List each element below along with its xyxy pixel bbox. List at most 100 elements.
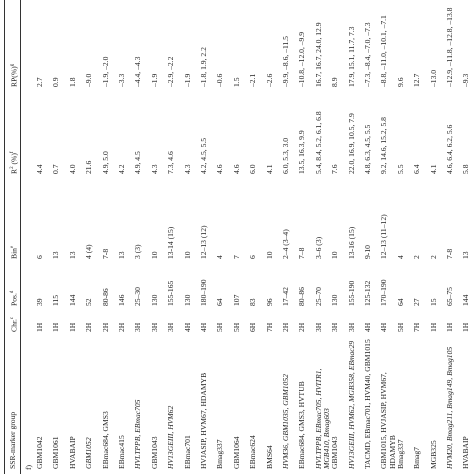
header-r2-sup: f: [10, 151, 15, 154]
table-cell-pos: 146: [117, 294, 126, 306]
table-cell-marker: MGB325: [428, 440, 438, 469]
table-cell-chr: 4H: [363, 322, 372, 332]
table-cell-marker: GBM1052: [84, 437, 94, 469]
table-cell-marker: EBmac684, GMS3, HVTUB: [297, 381, 307, 469]
table-cell-pos: 15: [428, 298, 438, 306]
header-rule: [20, 0, 21, 474]
table-cell-r2: 4.1: [428, 164, 438, 175]
table-cell-bin: 10: [264, 251, 274, 259]
table-cell-chr: 7H: [264, 322, 274, 332]
table-cell-r2: 5.8: [461, 164, 471, 175]
table-cell-marker: HVLTPPB, EBmac705, HVITR1, MGB410, Bmag6…: [313, 368, 331, 469]
header-pos-label: Pos.: [9, 293, 19, 306]
table-cell-bin: 7–8: [297, 247, 307, 259]
table-cell-chr: 5H: [231, 322, 241, 332]
table-cell-marker: HVLTPPB, EBmac705: [133, 399, 143, 469]
table-cell-bin: 10: [330, 251, 340, 259]
header-pos: Pos.d: [9, 291, 19, 306]
table-cell-rp: 17.9, 15.1, 11.7, 7.3: [346, 26, 356, 87]
table-cell-pos: 96: [264, 298, 274, 306]
table-cell-marker: GBM1043: [330, 436, 340, 470]
header-bin: Bine: [9, 246, 19, 259]
header-chr-sup: c: [10, 316, 15, 320]
table-cell-rp: 2.7: [35, 77, 44, 88]
table-cell-rp: –9.0: [84, 73, 94, 87]
table-cell-bin: 13: [67, 251, 77, 259]
table-cell-marker: EBmac684, GMS3: [100, 411, 110, 469]
table-cell-r2: 4.1: [264, 164, 274, 175]
table-cell-chr: 3H: [313, 322, 323, 332]
table-cell-pos: 144: [461, 294, 471, 306]
table-cell-pos: 27: [412, 298, 422, 306]
table-cell-r2: 22.0, 16.9, 10.5, 7.9: [346, 113, 356, 174]
table-cell-pos: 80-86: [100, 288, 110, 306]
table-cell-pos: 17–42: [281, 287, 290, 306]
table-cell-chr: 7H: [412, 322, 422, 332]
table-cell-pos: 130: [182, 294, 192, 306]
table-cell-pos: 144: [67, 294, 77, 306]
table-cell-marker: Bmag337: [215, 439, 225, 469]
table-cell-pos: 25–30: [133, 287, 143, 306]
section-label: f): [24, 464, 33, 470]
table-cell-chr: 4H: [379, 322, 389, 332]
table-cell-r2: 4.3: [149, 164, 159, 175]
table-cell-marker: HVJASIP, HVM67, HDAMYB: [199, 372, 208, 469]
table-cell-r2: 6.0: [248, 164, 258, 175]
table-cell-pos: 107: [231, 294, 241, 306]
table-cell-pos: 64: [395, 298, 405, 306]
table-cell-rp: 0.9: [51, 77, 61, 88]
table-cell-pos: 83: [248, 298, 258, 306]
table-cell-marker: GBM1042: [35, 436, 44, 470]
table-cell-rp: –2.9, –2.2: [166, 56, 176, 87]
table-cell-chr: 1H: [428, 322, 438, 332]
table-cell-bin: 10: [182, 251, 192, 259]
table-cell-marker: HVABAIP: [461, 436, 471, 469]
table-cell-marker: HVM36, GBM1035, GBM1052: [281, 374, 290, 469]
table-cell-r2: 4.2, 4.5, 5.5: [199, 137, 208, 174]
table-cell-marker: HVM20, Bmag211, Bmag149, Bmag105: [445, 346, 454, 469]
table-cell-chr: 5H: [395, 322, 405, 332]
header-rp-label: RP(%): [9, 66, 19, 87]
table-cell-marker: EBmac701: [182, 435, 192, 469]
table-cell-bin: 2: [412, 255, 422, 259]
table-cell-r2: 21.6: [84, 160, 94, 174]
table-cell-chr: 3H: [330, 322, 340, 332]
table-cell-chr: 1H: [67, 322, 77, 332]
table-cell-bin: 3 (3): [133, 244, 143, 259]
table-cell-r2: 0.7: [51, 164, 61, 175]
table-cell-pos: 115: [51, 294, 61, 306]
table-cell-rp: 9.6: [395, 77, 405, 88]
table-cell-rp: –1.9, –2.0: [100, 56, 110, 87]
table-cell-r2: 4.0: [67, 164, 77, 175]
header-r2-unit: (%): [9, 153, 19, 167]
table-cell-bin: 3–6 (3): [313, 236, 323, 259]
table-cell-rp: –3.3: [117, 73, 126, 87]
header-chr: Chr.c: [9, 317, 19, 332]
header-rp: RP(%)g: [9, 64, 19, 87]
table-cell-chr: 1H: [35, 322, 44, 332]
header-rp-sup: g: [10, 63, 15, 67]
table-cell-r2: 9.2, 14.6, 15.2, 5.8: [379, 117, 389, 174]
table-cell-rp: –0.6: [215, 73, 225, 87]
table-cell-marker: TACMD, EBmac701, HVM40, GBM1015: [363, 339, 372, 469]
table-cell-rp: –10.8, –12.0, –9.9: [297, 31, 307, 87]
table-cell-chr: 3H: [166, 322, 176, 332]
table-cell-pos: 52: [84, 298, 94, 306]
table-cell-chr: 2H: [297, 322, 307, 332]
table-cell-marker: BMS64: [264, 445, 274, 469]
table-cell-pos: 155-190: [346, 280, 356, 306]
table-cell-r2: 6.4: [412, 164, 422, 175]
table-cell-chr: 3H: [133, 322, 143, 332]
table-cell-bin: 4: [395, 255, 405, 259]
table-cell-bin: 4 (4): [84, 244, 94, 259]
table-cell-chr: 2H: [281, 322, 290, 332]
table-top-rule: [4, 0, 5, 474]
table-cell-chr: 4H: [182, 322, 192, 332]
table-cell-rp: –4.4, –4.3: [133, 56, 143, 87]
table-cell-pos: 170–190: [379, 279, 389, 306]
table-cell-pos: 130: [149, 294, 159, 306]
table-cell-rp: –1.9: [182, 73, 192, 87]
header-r2-label: R: [9, 168, 19, 174]
table-cell-r2: 6.0, 5.3, 3.0: [281, 137, 290, 174]
